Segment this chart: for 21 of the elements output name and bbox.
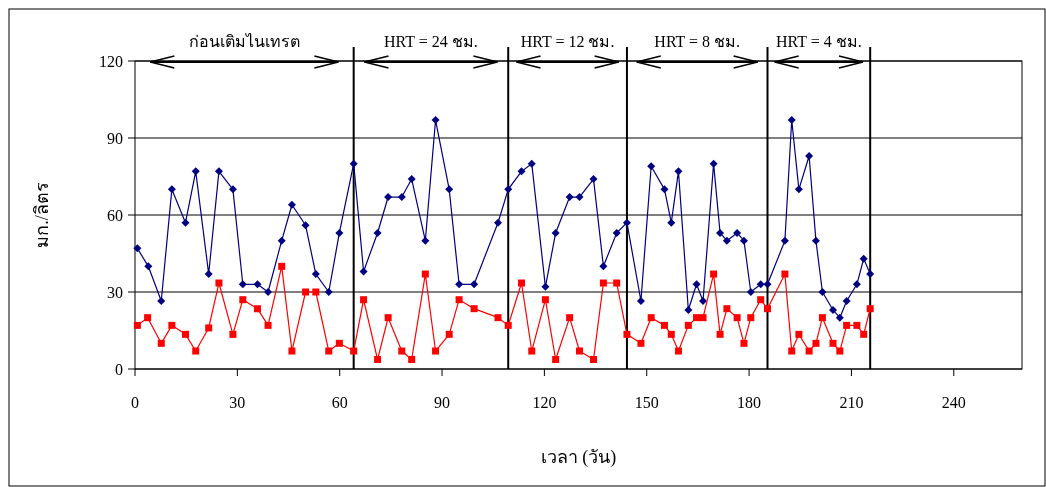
x-tick-label: 180 (737, 394, 762, 411)
x-tick-label: 150 (634, 394, 659, 411)
x-tick-label: 120 (532, 394, 557, 411)
y-axis-title: มก./ลิตร (32, 182, 52, 248)
y-tick-label: 60 (107, 206, 123, 224)
x-tick-label: 210 (839, 394, 864, 411)
text: HRT = 24 ชม. (384, 33, 478, 50)
x-axis-title: เวลา (วัน) (540, 447, 617, 468)
y-tick-label: 90 (107, 129, 123, 147)
x-tick-label: 60 (331, 394, 348, 411)
y-tick-label: 120 (99, 52, 123, 70)
text: HRT = 4 ชม. (775, 33, 862, 50)
x-tick-label: 30 (229, 394, 246, 411)
text: HRT = 12 ชม. (520, 33, 615, 50)
x-tick-label: 90 (434, 394, 451, 411)
text: ก่อนเติมไนเทรต (188, 32, 300, 50)
x-tick-label: 0 (131, 394, 139, 411)
text: HRT = 8 ชม. (654, 33, 741, 50)
x-tick-label: 240 (941, 394, 966, 411)
y-tick-label: 0 (115, 360, 123, 378)
y-tick-label: 30 (107, 283, 123, 301)
